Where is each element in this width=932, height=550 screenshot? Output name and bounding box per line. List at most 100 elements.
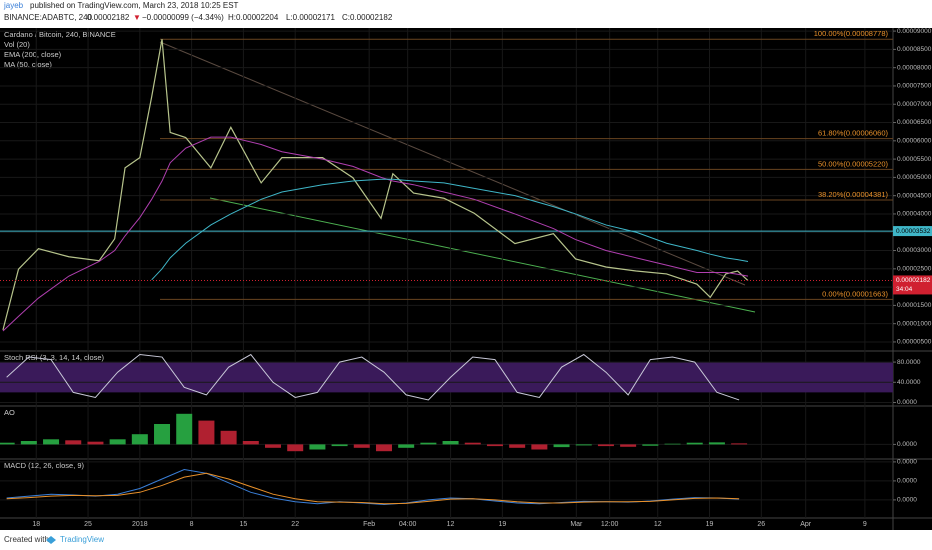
y-tick-label: 0.00008500 — [897, 46, 932, 53]
x-tick-label: 9 — [863, 521, 867, 528]
y-tick-label: 0.00003000 — [897, 247, 932, 254]
bar — [642, 444, 659, 446]
bar — [43, 439, 60, 445]
trendline — [159, 41, 746, 286]
y-tick-label: 0.00008000 — [897, 64, 932, 71]
y-tick-label: 0.0000 — [897, 459, 917, 466]
x-tick-label: 15 — [240, 521, 248, 528]
y-tick-label: 0.00007500 — [897, 83, 932, 90]
fib-label: 100.00%(0.00008778) — [814, 29, 889, 38]
trendline — [209, 197, 756, 313]
y-tick-label: 0.0000 — [897, 399, 917, 406]
panel-title: MACD (12, 26, close, 9) — [4, 461, 85, 470]
bar — [242, 441, 259, 445]
bar — [708, 442, 725, 445]
bar — [664, 443, 681, 445]
bar — [620, 444, 637, 447]
logo — [46, 536, 56, 544]
legend-title: Cardano / Bitcoin, 240, BINANCE — [4, 30, 116, 39]
band — [0, 362, 893, 393]
bar — [597, 444, 614, 447]
arrow: ▼ — [133, 13, 141, 22]
x-tick-label: 12 — [447, 521, 455, 528]
fib-label: 61.80%(0.00006060) — [818, 129, 889, 138]
bar — [265, 444, 282, 448]
bar — [442, 441, 459, 445]
bar — [398, 444, 415, 448]
footer-brand[interactable]: TradingView — [60, 535, 104, 544]
x-tick-label: 04:00 — [399, 521, 417, 528]
price-tag — [893, 226, 932, 237]
x-tick-label: 18 — [32, 521, 40, 528]
x-tick-label: Feb — [363, 521, 375, 528]
footer-bg — [0, 530, 932, 550]
panel-title: Stoch RSI (3, 3, 14, 14, close) — [4, 353, 105, 362]
price-tag-label: 0.00003532 — [896, 228, 931, 235]
x-tick-label: Apr — [800, 521, 812, 528]
bar — [0, 442, 15, 445]
chart-bg — [0, 28, 932, 530]
y-tick-label: 0.00002500 — [897, 266, 932, 273]
bar — [509, 444, 526, 448]
bar — [309, 444, 326, 450]
series-line — [2, 39, 749, 331]
bar — [575, 444, 592, 446]
bar — [731, 443, 748, 445]
bar — [353, 444, 370, 448]
y-tick-label: 0.00001500 — [897, 302, 932, 309]
x-tick-label: 19 — [706, 521, 714, 528]
high: H:0.00002204 — [228, 13, 279, 22]
change: −0.00000099 (−4.34%) — [142, 13, 224, 22]
bar — [109, 439, 126, 445]
panel-title: AO — [4, 408, 15, 417]
y-tick-label: 0.0000 — [897, 441, 917, 448]
x-tick-label: 8 — [190, 521, 194, 528]
bar — [553, 444, 570, 448]
x-tick-label: 2018 — [132, 521, 148, 528]
bar — [464, 442, 481, 445]
series-line — [2, 136, 749, 332]
x-tick-label: 19 — [498, 521, 506, 528]
bar — [375, 444, 392, 452]
y-tick-label: 0.0000 — [897, 478, 917, 485]
author[interactable]: jayeb — [3, 1, 24, 10]
close: C:0.00002182 — [342, 13, 393, 22]
y-tick-label: 0.00004000 — [897, 211, 932, 218]
fib-label: 50.00%(0.00005220) — [818, 159, 889, 168]
y-tick-label: 0.00004500 — [897, 192, 932, 199]
series-line — [6, 353, 740, 401]
y-tick-label: 0.00009000 — [897, 28, 932, 35]
y-tick-label: 0.00005500 — [897, 156, 932, 163]
x-tick-label: 12:00 — [601, 521, 619, 528]
x-tick-label: 22 — [291, 521, 299, 528]
series-line — [6, 472, 740, 505]
x-tick-label: 12 — [654, 521, 662, 528]
y-tick-label: 0.00006500 — [897, 119, 932, 126]
bar — [420, 442, 437, 445]
legend-ema: EMA (200, close) — [4, 50, 62, 59]
published: published on TradingView.com, March 23, … — [30, 1, 239, 10]
bar — [131, 434, 148, 445]
bar — [287, 444, 304, 452]
countdown: 34:04 — [896, 286, 913, 293]
y-tick-label: 0.00000500 — [897, 339, 932, 346]
y-tick-label: 0.00005000 — [897, 174, 932, 181]
bar — [331, 444, 348, 447]
y-tick-label: 40.0000 — [897, 379, 921, 386]
bar — [486, 444, 503, 447]
last: 0.00002182 — [87, 13, 130, 22]
y-tick-label: 80.0000 — [897, 359, 921, 366]
symbol: BINANCE:ADABTC, 240 — [4, 13, 93, 22]
y-tick-label: 0.0000 — [897, 497, 917, 504]
legend-vol: Vol (20) — [4, 40, 30, 49]
y-tick-label: 0.00007000 — [897, 101, 932, 108]
y-tick-label: 0.00006000 — [897, 138, 932, 145]
bar — [87, 441, 104, 445]
x-tick-label: 25 — [84, 521, 92, 528]
y-tick-label: 0.00001000 — [897, 320, 932, 327]
series-line — [151, 178, 749, 281]
fib-label: 38.20%(0.00004381) — [818, 190, 889, 199]
bar — [686, 442, 703, 445]
bar — [176, 413, 193, 445]
